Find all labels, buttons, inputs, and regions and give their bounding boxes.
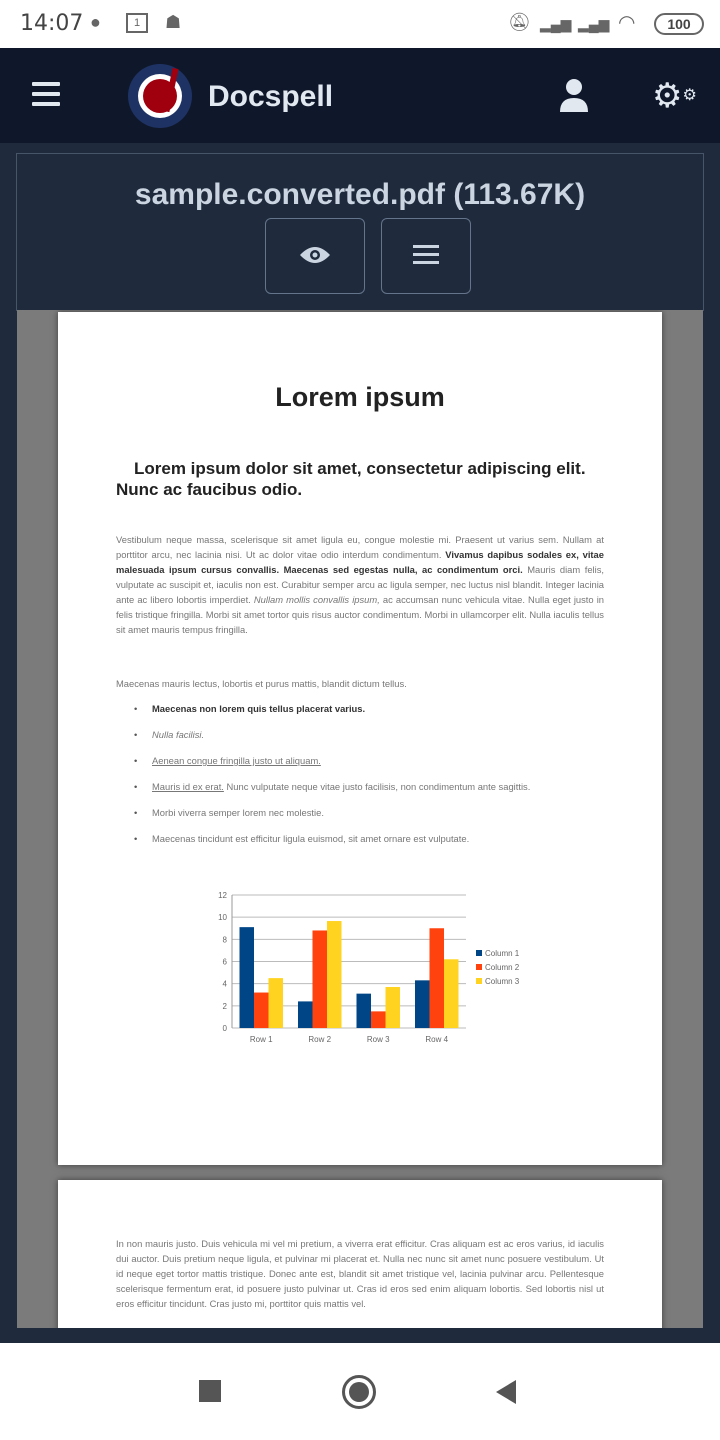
legend-label: Column 2: [485, 963, 520, 972]
messenger-icon: ●: [90, 12, 101, 32]
y-tick-label: 10: [218, 913, 227, 922]
bar: [327, 921, 342, 1028]
link[interactable]: Mauris id ex erat.: [152, 781, 224, 792]
x-tick-label: Row 2: [308, 1035, 331, 1044]
bar: [444, 959, 459, 1028]
legend-label: Column 1: [485, 949, 520, 958]
x-tick-label: Row 3: [367, 1035, 390, 1044]
bar: [312, 930, 327, 1028]
bar: [385, 986, 400, 1028]
eye-icon: [300, 246, 330, 263]
list-item: Maecenas tincidunt est efficitur ligula …: [134, 832, 604, 845]
bar: [371, 1011, 386, 1028]
italic-text: Nullam mollis convallis ipsum,: [253, 594, 380, 605]
bar: [239, 927, 254, 1028]
bar: [268, 978, 283, 1028]
legend-swatch: [476, 950, 482, 956]
menu-icon[interactable]: [32, 82, 60, 106]
paragraph: Vestibulum neque massa, scelerisque sit …: [116, 532, 604, 637]
bar: [254, 992, 269, 1028]
calendar-icon: 1: [126, 13, 148, 33]
menu-icon: [413, 244, 439, 264]
y-tick-label: 8: [223, 935, 228, 944]
bar: [356, 993, 371, 1028]
view-button[interactable]: [265, 218, 365, 294]
battery-icon: 100: [654, 13, 704, 35]
legend-label: Column 3: [485, 977, 520, 986]
wifi-icon: ◠: [618, 12, 636, 34]
back-icon[interactable]: [494, 1379, 518, 1405]
main-content: sample.converted.pdf (113.67K) Lorem ips…: [0, 143, 720, 1343]
legend-swatch: [476, 978, 482, 984]
details-button[interactable]: [381, 218, 471, 294]
text: Maecenas tincidunt est efficitur ligula …: [152, 833, 470, 844]
y-tick-label: 12: [218, 891, 227, 900]
text: Nulla facilisi.: [152, 729, 205, 740]
text: Vestibulum neque massa, scelerisque sit …: [116, 534, 604, 560]
y-tick-label: 2: [223, 1002, 228, 1011]
docspell-logo[interactable]: [128, 64, 192, 128]
notification-icon: ☗: [165, 12, 182, 32]
text: Mauris diam felis, vulputate ac suscipit…: [116, 564, 604, 605]
brand-name[interactable]: Docspell: [208, 80, 334, 113]
list-item: Morbi viverra semper lorem nec molestie.: [134, 806, 604, 819]
pdf-page-2: In non mauris justo. Duis vehicula mi ve…: [58, 1180, 662, 1328]
bar: [429, 928, 444, 1028]
file-title: sample.converted.pdf (113.67K): [134, 178, 586, 211]
paragraph: Maecenas mauris lectus, lobortis et puru…: [116, 678, 407, 689]
pdf-page-1: Lorem ipsum Lorem ipsum dolor sit amet, …: [58, 312, 662, 1165]
bar: [298, 1001, 313, 1028]
list-item: Maecenas non lorem quis tellus placerat …: [134, 702, 604, 715]
navigation-bar: [0, 1343, 720, 1440]
text: ac accumsan nunc vehicula vitae. Nulla e…: [116, 594, 605, 635]
text: Nunc vulputate neque vitae justo facilis…: [223, 781, 531, 792]
doc-subtitle: Lorem ipsum dolor sit amet, consectetur …: [116, 459, 586, 499]
y-tick-label: 6: [223, 958, 228, 967]
clock: 14:07: [20, 11, 84, 36]
bar-chart: 0 2 4 6 8 10 12 Row 1 Row 2 Row 3 Row 4 Column 1 Col…: [218, 891, 520, 1044]
roaming-signal-icon: ▂▄▆: [578, 16, 610, 32]
x-tick-label: Row 1: [250, 1035, 273, 1044]
list-item: Nulla facilisi.: [134, 728, 604, 741]
bar: [415, 980, 430, 1028]
user-icon[interactable]: [558, 78, 590, 114]
mute-icon: 🔕︎: [508, 12, 531, 32]
bullet-list: Maecenas non lorem quis tellus placerat …: [134, 702, 604, 858]
pdf-viewer[interactable]: Lorem ipsum Lorem ipsum dolor sit amet, …: [17, 310, 703, 1328]
link[interactable]: Aenean congue fringilla justo ut aliquam…: [152, 755, 321, 766]
y-tick-label: 4: [223, 980, 228, 989]
bold-text: Vivamus dapibus sodales ex, vitae malesu…: [116, 549, 604, 575]
paragraph: In non mauris justo. Duis vehicula mi ve…: [116, 1238, 604, 1309]
status-bar: 14:07 ● 1 ☗ 🔕︎ ▂▄▆ ▂▄▆ ◠ 100: [0, 0, 720, 48]
file-card: sample.converted.pdf (113.67K): [16, 153, 704, 311]
x-tick-label: Row 4: [425, 1035, 448, 1044]
legend-swatch: [476, 964, 482, 970]
text: Morbi viverra semper lorem nec molestie.: [152, 807, 324, 818]
settings-icon[interactable]: ⚙⚙: [652, 77, 697, 115]
home-icon[interactable]: [342, 1375, 376, 1409]
top-bar: Docspell ⚙⚙: [0, 48, 720, 143]
list-item: Mauris id ex erat. Nunc vulputate neque …: [134, 780, 604, 793]
text: Maecenas non lorem quis tellus placerat …: [152, 703, 366, 714]
signal-icon: ▂▄▆: [540, 16, 572, 32]
y-tick-label: 0: [223, 1024, 228, 1033]
doc-title: Lorem ipsum: [275, 382, 445, 412]
list-item: Aenean congue fringilla justo ut aliquam…: [134, 754, 604, 767]
recent-apps-icon[interactable]: [199, 1380, 221, 1402]
